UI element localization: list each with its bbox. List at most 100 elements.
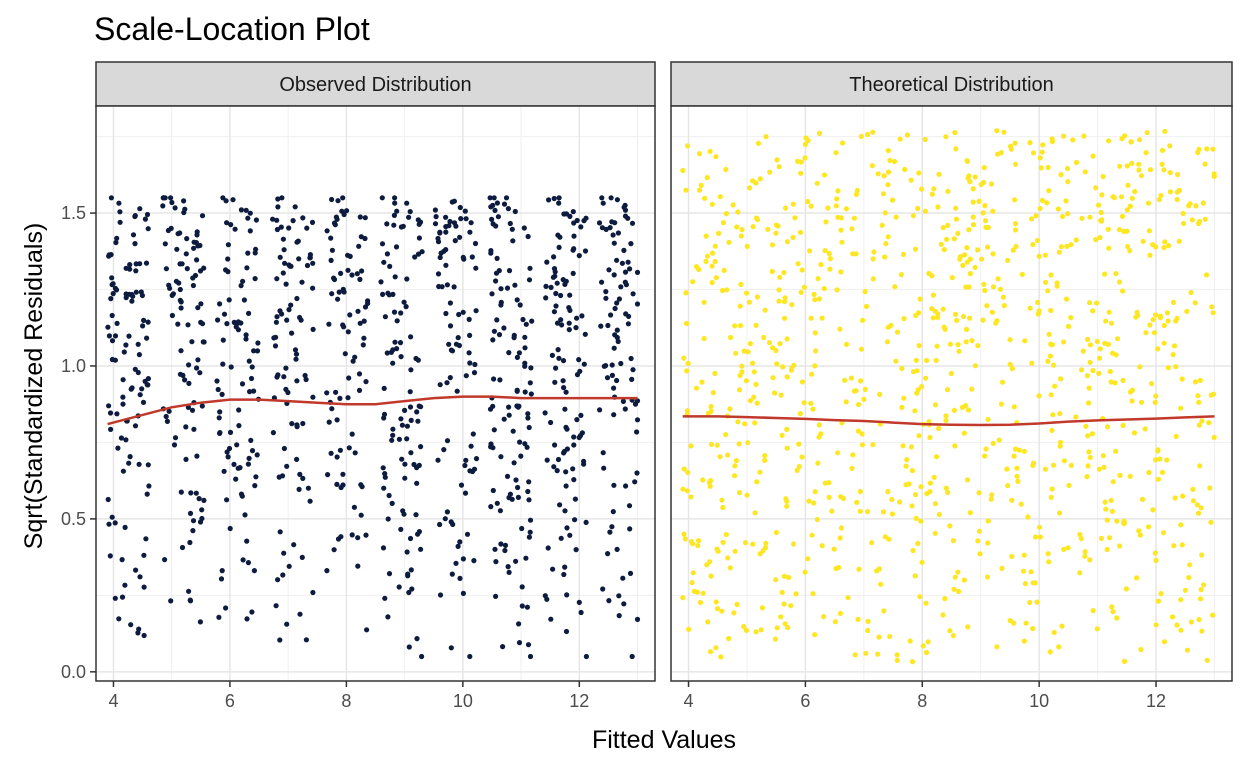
data-point [185,322,191,328]
data-point [1153,393,1159,399]
data-point [1161,530,1167,536]
data-point [469,468,476,475]
data-point [310,589,316,596]
data-point [614,334,620,341]
data-point [195,305,201,311]
data-point [634,429,640,435]
data-point [284,463,290,469]
data-point [490,403,496,409]
data-point [1106,138,1112,144]
data-point [183,424,189,430]
data-point [1013,227,1019,233]
data-point [1114,615,1120,621]
data-point [975,247,981,253]
data-point [240,557,246,563]
data-point [1138,646,1144,653]
data-point [407,209,413,215]
data-point [826,250,832,257]
data-point [932,308,938,314]
data-point [856,566,862,572]
data-point [614,197,621,203]
data-point [742,421,748,427]
data-point [703,233,709,239]
data-point [788,367,795,373]
data-point [629,653,635,660]
data-point [403,304,409,310]
data-point [144,211,151,218]
data-point [784,445,790,451]
data-point [217,409,223,415]
data-point [1082,169,1088,175]
data-point [527,265,533,271]
data-point [299,279,305,285]
data-point [460,590,466,597]
data-point [805,198,811,205]
data-point [406,644,412,650]
y-axis-title: Sqrt(Standardized Residuals) [20,223,48,550]
data-point [391,309,398,315]
data-point [381,385,387,391]
data-point [849,226,855,232]
data-point [247,389,253,395]
data-point [514,297,520,303]
data-point [727,565,733,571]
data-point [938,241,944,247]
data-point [127,262,133,268]
data-point [910,213,917,219]
data-point [1105,226,1111,232]
data-point [855,616,861,623]
data-point [1086,385,1092,391]
data-point [819,315,825,321]
data-point [1180,493,1186,499]
data-point [1068,315,1074,321]
data-point [1195,393,1201,399]
data-point [762,307,768,313]
data-point [853,191,860,197]
data-point [491,376,497,382]
data-point [455,543,461,550]
data-point [1117,472,1123,478]
data-point [1045,551,1051,557]
data-point [880,191,887,197]
data-point [1107,368,1113,375]
data-point [999,565,1005,572]
data-point [574,315,580,321]
data-point [960,262,966,268]
data-point [119,594,126,600]
data-point [795,261,801,267]
data-point [385,516,391,522]
data-point [773,577,779,583]
data-point [449,199,455,205]
data-point [280,236,286,242]
data-point [501,201,508,207]
data-point [197,619,203,625]
data-point [571,477,577,483]
data-point [885,169,892,175]
data-point [120,401,126,407]
data-point [238,491,245,497]
data-point [723,531,729,538]
data-point [397,340,404,346]
data-point [340,322,346,328]
data-point [614,327,620,333]
data-point [361,318,367,324]
data-point [498,286,504,292]
data-point [1143,330,1149,336]
data-point [1082,553,1088,559]
data-point [187,598,194,604]
data-point [845,595,851,601]
data-point [1018,501,1024,507]
data-point [466,350,472,356]
data-point [858,346,865,352]
data-point [225,256,231,262]
data-point [766,340,773,346]
data-point [120,394,126,400]
data-point [437,230,443,236]
data-point [438,250,444,256]
data-point [141,632,147,639]
data-point [1155,476,1161,482]
data-point [1159,161,1165,167]
data-point [342,351,348,357]
